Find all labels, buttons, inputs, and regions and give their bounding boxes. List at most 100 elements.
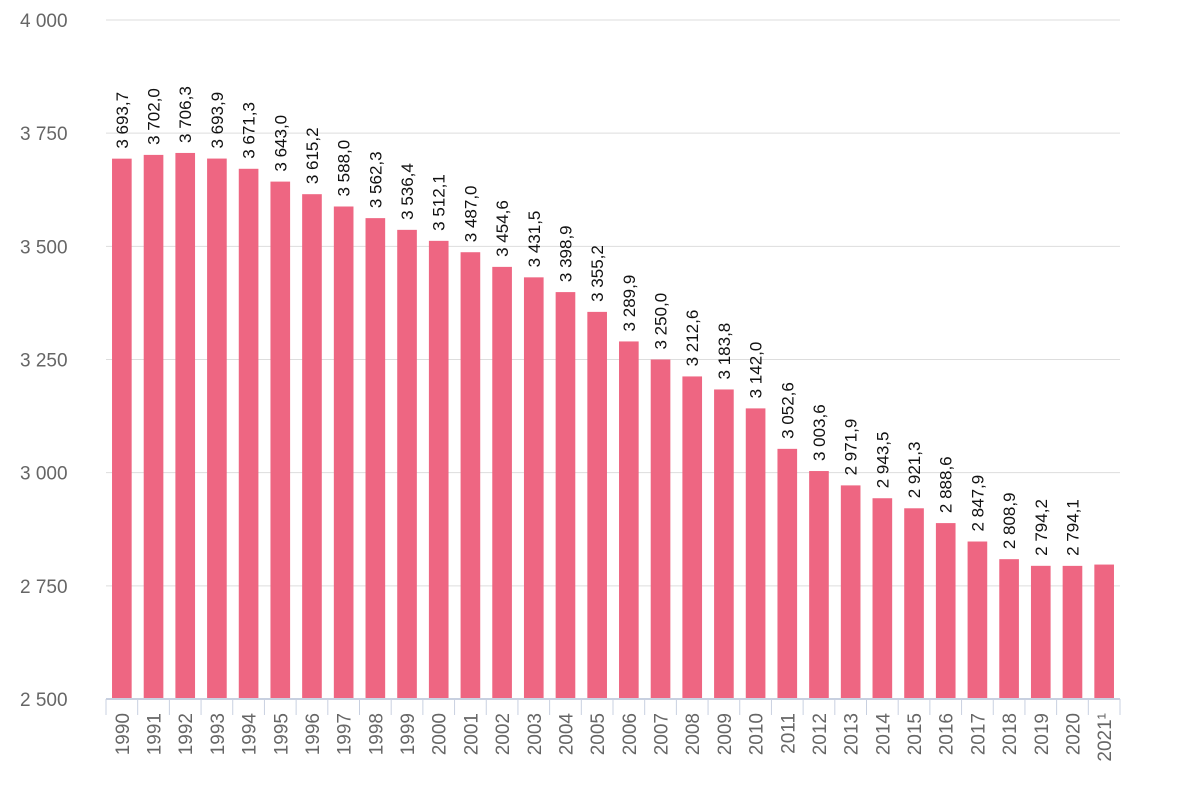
y-tick-label: 3 000 <box>20 464 68 485</box>
x-tick-label: 2017 <box>968 713 989 755</box>
bar <box>460 252 481 699</box>
data-label: 3 615,2 <box>303 127 322 184</box>
bar <box>428 240 449 699</box>
bar <box>619 341 639 699</box>
x-tick-label: 1990 <box>113 713 134 755</box>
data-label: 2 794,2 <box>1032 499 1051 556</box>
bar <box>492 266 512 699</box>
bar <box>587 311 607 699</box>
bar <box>397 229 417 699</box>
x-tick-label: 2005 <box>588 713 609 755</box>
x-tick-label: 1993 <box>208 713 229 755</box>
x-tick-label: 2018 <box>1000 713 1021 755</box>
y-tick-label: 3 250 <box>20 351 68 372</box>
data-label: 2 847,9 <box>968 475 987 532</box>
y-tick-label: 4 000 <box>20 11 68 32</box>
bar <box>809 471 829 699</box>
data-label: 3 454,6 <box>493 200 512 257</box>
bar <box>1030 565 1051 699</box>
bar <box>745 408 766 699</box>
x-tick-label: 2008 <box>683 713 704 755</box>
data-label: 2 943,5 <box>873 432 892 489</box>
data-labels: 3 693,7 3 702,0 3 706,3 3 693,9 3 671,3 3 643… <box>113 86 1083 556</box>
x-tick-label: 1998 <box>366 713 387 755</box>
bar <box>207 158 227 699</box>
data-label: 3 003,6 <box>810 404 829 461</box>
x-tick-label: 1991 <box>145 713 166 755</box>
x-tick-label: 2013 <box>842 713 863 755</box>
y-tick-label: 2 750 <box>20 577 68 598</box>
data-label: 3 355,2 <box>588 245 607 302</box>
y-axis: 2 500 2 750 3 000 3 250 3 500 3 750 4 000 <box>20 11 68 711</box>
data-label: 3 398,9 <box>556 225 575 282</box>
bar <box>238 168 259 700</box>
x-tick-label: 2002 <box>493 713 514 755</box>
x-tick-label: 2004 <box>556 713 577 756</box>
bar <box>714 389 734 699</box>
x-tick-label: 1997 <box>335 713 356 755</box>
bar <box>682 376 703 699</box>
bar <box>650 359 671 699</box>
x-tick-label: 2000 <box>430 713 451 755</box>
x-tick-label: 2021¹ <box>1095 713 1116 762</box>
bar <box>333 206 354 700</box>
bar <box>872 498 893 699</box>
y-tick-label: 3 750 <box>20 124 68 145</box>
y-tick-label: 3 500 <box>20 237 68 258</box>
x-tick-label: 1995 <box>271 713 292 755</box>
data-label: 3 702,0 <box>145 88 164 145</box>
data-label: 3 562,3 <box>366 151 385 208</box>
x-tick-label: 2015 <box>905 713 926 755</box>
bar <box>999 559 1019 699</box>
x-axis: 1990 1991 1992 1993 1994 1995 1996 1997 1998 1999… <box>105 698 1121 762</box>
bar <box>1094 564 1114 699</box>
x-tick-label: 2010 <box>747 713 768 755</box>
x-tick-label: 2007 <box>652 713 673 755</box>
bar <box>302 194 322 699</box>
x-tick-label: 2009 <box>715 713 736 755</box>
data-label: 2 971,9 <box>842 419 861 476</box>
bar <box>175 152 196 700</box>
data-label: 3 250,0 <box>652 293 671 350</box>
data-label: 3 183,8 <box>715 323 734 380</box>
bar <box>777 448 798 699</box>
data-label: 3 431,5 <box>525 211 544 268</box>
data-label: 3 588,0 <box>335 140 354 197</box>
data-label: 2 794,1 <box>1063 499 1082 556</box>
x-tick-label: 2003 <box>525 713 546 755</box>
data-label: 3 052,6 <box>778 382 797 439</box>
data-label: 3 693,9 <box>208 92 227 149</box>
data-label: 3 643,0 <box>271 115 290 172</box>
bars <box>112 152 1114 700</box>
x-tick-label: 2006 <box>620 713 641 755</box>
data-label: 3 536,4 <box>398 163 417 220</box>
x-tick-label: 1999 <box>398 713 419 755</box>
data-label: 3 693,7 <box>113 92 132 149</box>
bar <box>1062 565 1083 699</box>
bar <box>143 154 164 700</box>
data-label: 3 671,3 <box>240 102 259 159</box>
bar <box>112 158 132 699</box>
data-label: 2 921,3 <box>905 442 924 499</box>
x-tick-label: 1992 <box>176 713 197 755</box>
x-tick-label: 2014 <box>873 713 894 756</box>
x-tick-label: 2016 <box>937 713 958 755</box>
data-label: 3 289,9 <box>620 275 639 332</box>
data-label: 2 888,6 <box>937 456 956 513</box>
bar <box>967 541 988 699</box>
bar <box>555 292 576 699</box>
bar <box>365 218 386 699</box>
bar <box>523 277 544 699</box>
x-tick-label: 2019 <box>1032 713 1053 755</box>
data-label: 3 212,6 <box>683 310 702 367</box>
y-tick-label: 2 500 <box>20 690 68 711</box>
x-tick-label: 2012 <box>810 713 831 755</box>
data-label: 3 706,3 <box>176 86 195 143</box>
bar <box>904 508 924 699</box>
data-label: 3 512,1 <box>430 174 449 231</box>
x-tick-label: 2011 <box>778 713 799 754</box>
x-tick-label: 2001 <box>461 713 482 755</box>
x-tick-label: 2020 <box>1063 713 1084 755</box>
